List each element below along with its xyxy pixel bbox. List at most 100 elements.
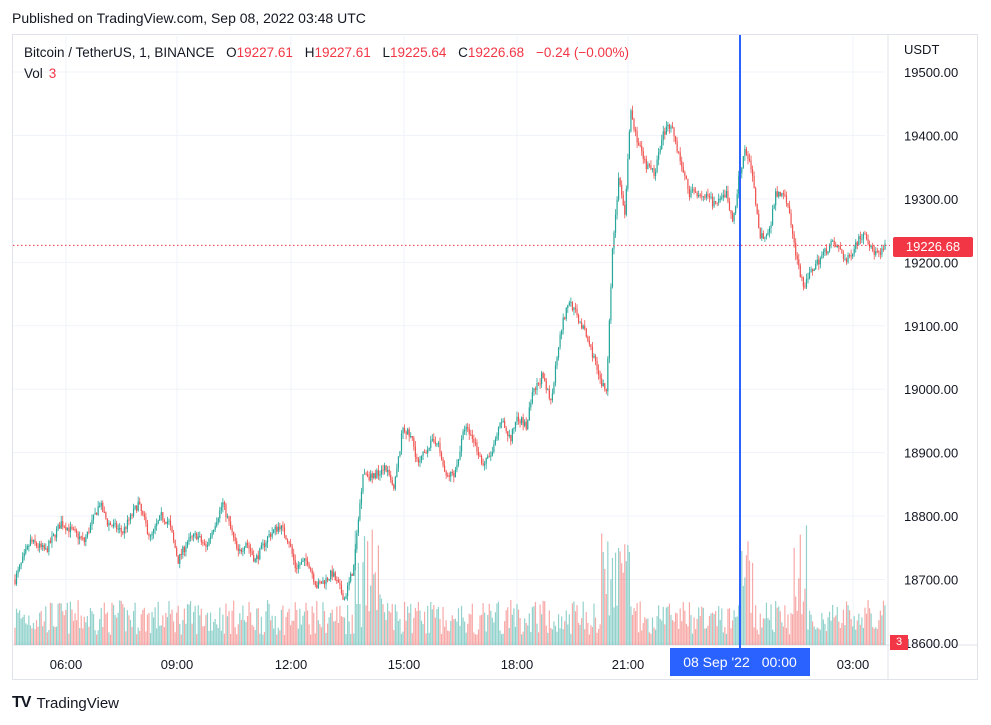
candle-body	[208, 538, 210, 546]
candle-body	[480, 456, 483, 464]
chart-frame[interactable]	[12, 34, 978, 680]
volume-bar	[34, 629, 36, 645]
volume-bar	[808, 610, 811, 645]
candle-body	[440, 452, 443, 460]
chart-overlays	[13, 35, 890, 648]
candle-body	[51, 536, 53, 543]
candle-body	[151, 533, 153, 536]
volume-bar	[664, 624, 666, 645]
volume-bar	[186, 604, 189, 645]
candle-body	[733, 213, 735, 222]
candle-body	[875, 251, 877, 255]
volume-bar	[49, 602, 52, 645]
candle-body	[631, 110, 634, 120]
candle-body	[288, 542, 290, 544]
volume-bar	[145, 631, 147, 645]
candle-body	[248, 545, 250, 549]
volume-bar	[416, 611, 418, 645]
candle-body	[673, 127, 675, 137]
candle-body	[106, 518, 108, 526]
volume-bar	[464, 621, 466, 645]
volume-bar	[303, 611, 306, 645]
candle-body	[636, 131, 638, 143]
volume-bar	[229, 634, 232, 645]
candle-body	[597, 369, 600, 375]
candle-body	[99, 506, 101, 508]
volume-bar	[773, 632, 775, 645]
candle-body	[822, 251, 825, 255]
volume-bar	[220, 630, 222, 645]
candle-body	[425, 452, 427, 454]
candle-body	[545, 380, 547, 390]
candle-body	[864, 233, 866, 235]
candle-body	[385, 465, 387, 472]
candle-body	[599, 374, 601, 379]
price-tick-label: 18600.00	[904, 636, 958, 651]
volume-bar	[562, 629, 564, 645]
candle-body	[821, 254, 823, 259]
candle-body	[496, 435, 498, 440]
candle-body	[704, 196, 706, 198]
volume-bar	[151, 611, 153, 645]
volume-bar	[802, 601, 804, 645]
volume-bar	[847, 605, 849, 645]
volume-bar	[320, 627, 323, 645]
volume-bar	[382, 604, 384, 645]
volume-bar	[601, 533, 603, 645]
volume-bar	[219, 607, 221, 645]
volume-bar	[673, 621, 675, 645]
volume-bar	[456, 621, 458, 645]
volume-bar	[807, 629, 809, 645]
volume-bar	[810, 614, 812, 645]
candle-body	[308, 564, 310, 569]
candle-body	[847, 254, 849, 263]
low-value: 19225.64	[390, 45, 447, 60]
volume-bar	[488, 603, 490, 645]
volume-bar	[537, 632, 540, 645]
candle-body	[340, 584, 343, 594]
volume-bar	[801, 614, 803, 645]
candle-body	[859, 236, 861, 240]
volume-bar	[633, 608, 635, 645]
volume-bar	[297, 628, 299, 645]
volume-bar	[839, 628, 841, 645]
candle-body	[422, 451, 424, 456]
volume-bar	[311, 606, 313, 645]
volume-bar	[691, 633, 694, 645]
candle-body	[419, 460, 421, 463]
candle-body	[91, 519, 93, 525]
volume-bar	[334, 620, 336, 645]
volume-bar	[684, 610, 686, 645]
candle-body	[785, 195, 788, 204]
candle-body	[152, 529, 155, 534]
volume-bar	[119, 600, 121, 645]
volume-bar	[367, 541, 369, 645]
volume-bar	[473, 632, 475, 645]
candle-body	[374, 473, 376, 479]
candle-body	[878, 251, 880, 253]
volume-bar	[568, 614, 570, 645]
volume-bar	[517, 609, 520, 645]
volume-bar	[257, 608, 259, 645]
candle-body	[368, 476, 370, 481]
volume-bar	[225, 603, 227, 645]
volume-bar	[816, 627, 818, 645]
volume-bar	[317, 620, 319, 645]
high-label: H	[304, 45, 315, 60]
candle-body	[334, 572, 336, 581]
volume-bar	[191, 623, 193, 645]
candle-body	[114, 523, 116, 525]
volume-bar	[856, 620, 858, 645]
candle-body	[436, 444, 438, 446]
volume-bar	[313, 612, 315, 645]
candle-body	[285, 535, 287, 540]
candle-body	[795, 242, 797, 256]
candle-body	[499, 422, 501, 428]
candle-body	[328, 579, 330, 581]
candle-body	[644, 158, 646, 160]
candle-body	[645, 159, 647, 170]
volume-bar	[108, 632, 110, 645]
candle-body	[451, 472, 453, 474]
tradingview-brand[interactable]: TV TradingView	[12, 694, 119, 712]
